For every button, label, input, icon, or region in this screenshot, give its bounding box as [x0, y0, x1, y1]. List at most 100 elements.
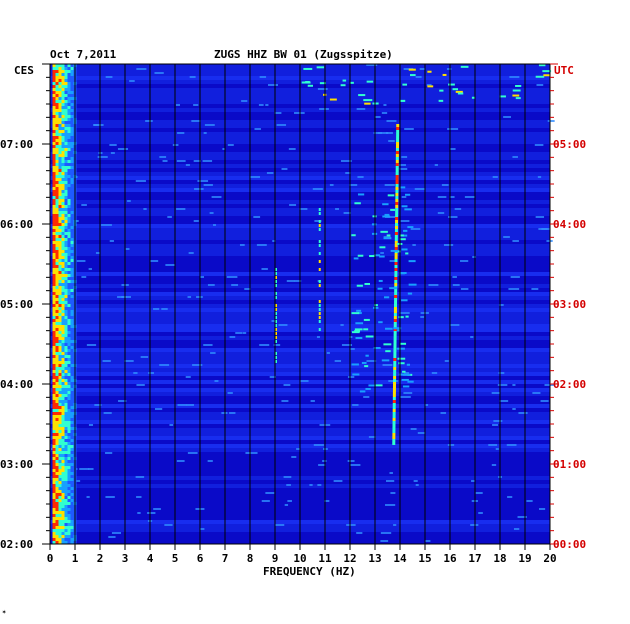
low-frequency-cell [61, 214, 65, 217]
low-frequency-cell [58, 400, 62, 403]
noise-speck [266, 172, 274, 174]
low-frequency-cell [64, 88, 68, 91]
low-frequency-cell [55, 415, 59, 418]
low-frequency-cell [55, 382, 59, 385]
persistent-line-cell [394, 271, 398, 274]
low-frequency-cell [70, 79, 74, 82]
persistent-line-cell [394, 256, 398, 259]
noise-speck [448, 216, 458, 218]
low-frequency-cell [70, 169, 74, 172]
low-frequency-cell [64, 214, 68, 217]
low-frequency-cell [58, 376, 62, 379]
low-frequency-cell [52, 316, 56, 319]
low-frequency-cell [70, 250, 74, 253]
noise-speck [384, 216, 396, 218]
persistent-line-cell [395, 202, 399, 205]
left-timezone-label: CES [14, 64, 34, 77]
low-frequency-cell [70, 163, 74, 166]
low-frequency-cell [55, 130, 59, 133]
noise-speck [242, 332, 247, 334]
low-frequency-cell [58, 520, 62, 523]
low-frequency-cell [52, 346, 56, 349]
noise-speck [345, 172, 351, 174]
low-frequency-cell [61, 409, 65, 412]
low-frequency-cell [64, 367, 68, 370]
secondary-line-cell [318, 208, 321, 211]
top-patch [512, 89, 521, 92]
low-frequency-cell [58, 250, 62, 253]
noise-speck [403, 68, 414, 70]
low-frequency-cell [67, 523, 71, 526]
low-frequency-cell [67, 508, 71, 511]
low-frequency-cell [52, 157, 56, 160]
low-frequency-cell [67, 262, 71, 265]
persistent-line-cell [395, 151, 399, 154]
noise-speck [324, 500, 330, 502]
low-frequency-cell [55, 376, 59, 379]
low-frequency-cell [52, 253, 56, 256]
low-frequency-cell [67, 397, 71, 400]
low-frequency-cell [58, 97, 62, 100]
broadband-patch [379, 255, 385, 258]
noise-speck [495, 448, 499, 450]
noise-speck [121, 296, 132, 298]
low-frequency-cell [70, 349, 74, 352]
low-frequency-cell [58, 205, 62, 208]
low-frequency-cell [67, 334, 71, 337]
low-frequency-cell [58, 229, 62, 232]
low-frequency-cell [64, 181, 68, 184]
low-frequency-cell [70, 493, 74, 496]
low-frequency-cell [61, 445, 65, 448]
low-frequency-cell [70, 466, 74, 469]
noise-speck [105, 496, 115, 498]
low-frequency-cell [52, 529, 56, 532]
low-frequency-cell [52, 424, 56, 427]
low-frequency-cell [55, 184, 59, 187]
noise-speck [380, 252, 384, 254]
low-frequency-cell [61, 298, 65, 301]
persistent-line-cell [392, 433, 396, 436]
low-frequency-cell [64, 226, 68, 229]
low-frequency-cell [61, 286, 65, 289]
noise-speck [227, 144, 234, 146]
noise-speck [176, 460, 185, 462]
low-frequency-cell [55, 139, 59, 142]
low-frequency-cell [55, 355, 59, 358]
low-frequency-cell [61, 145, 65, 148]
low-frequency-cell [55, 403, 59, 406]
low-frequency-cell [61, 418, 65, 421]
low-frequency-cell [61, 136, 65, 139]
low-frequency-cell [52, 139, 56, 142]
broadband-patch [356, 309, 362, 312]
low-frequency-cell [55, 268, 59, 271]
low-frequency-cell [58, 466, 62, 469]
noise-speck [472, 256, 477, 258]
low-frequency-cell [70, 454, 74, 457]
low-frequency-cell [61, 103, 65, 106]
low-frequency-cell [58, 319, 62, 322]
noise-speck [111, 532, 121, 534]
low-frequency-cell [55, 166, 59, 169]
broadband-patch [354, 328, 363, 331]
persistent-line-cell [395, 199, 399, 202]
low-frequency-cell [58, 88, 62, 91]
low-frequency-cell [67, 490, 71, 493]
broadband-patch [408, 283, 417, 286]
low-frequency-cell [64, 505, 68, 508]
secondary-line-cell [318, 244, 321, 247]
noise-speck [249, 176, 261, 178]
noise-speck [210, 352, 216, 354]
low-frequency-cell [61, 97, 65, 100]
low-frequency-cell [52, 184, 56, 187]
persistent-line-cell [394, 268, 398, 271]
persistent-line-cell [395, 184, 399, 187]
noise-speck [209, 212, 214, 214]
low-frequency-cell [70, 442, 74, 445]
low-frequency-cell [70, 436, 74, 439]
low-frequency-cell [67, 91, 71, 94]
low-frequency-cell [61, 466, 65, 469]
low-frequency-cell [64, 76, 68, 79]
low-frequency-cell [67, 517, 71, 520]
persistent-line-cell [393, 355, 397, 358]
noise-speck [188, 252, 194, 254]
